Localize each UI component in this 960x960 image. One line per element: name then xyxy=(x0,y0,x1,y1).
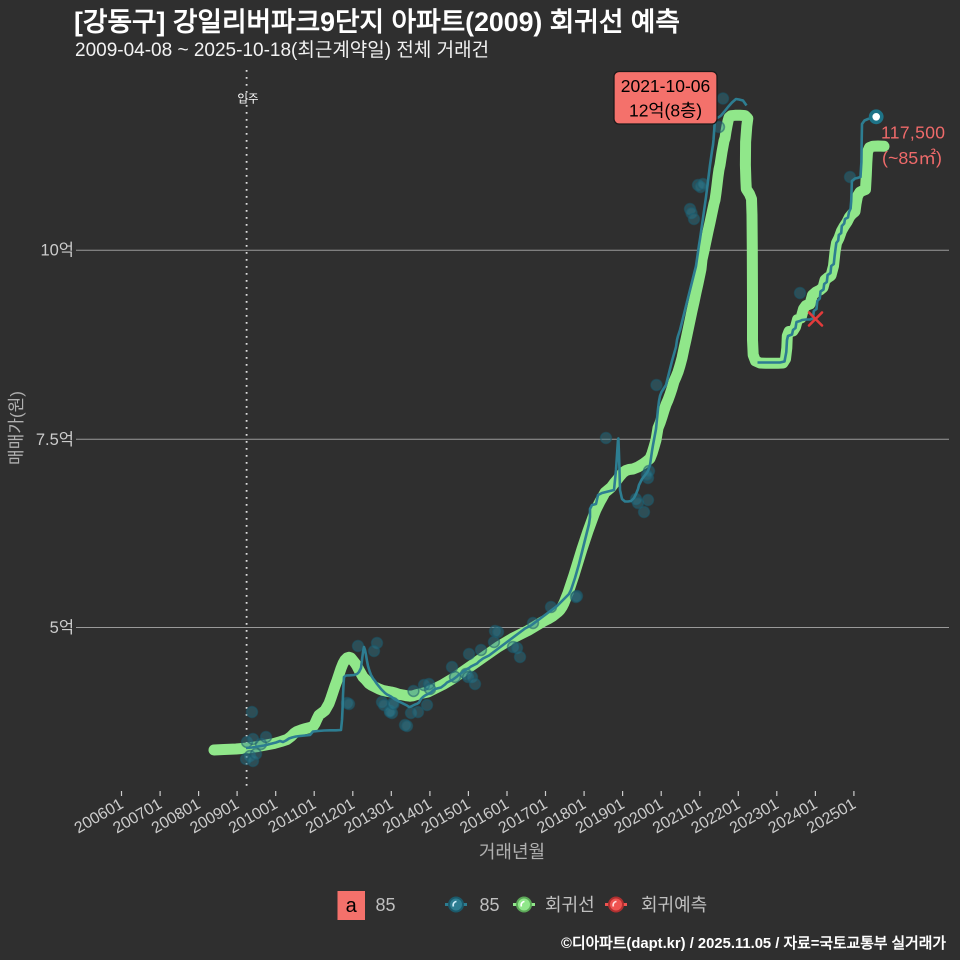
svg-text:85: 85 xyxy=(376,895,396,915)
svg-text:회귀예측: 회귀예측 xyxy=(641,895,707,915)
svg-text:10억: 10억 xyxy=(40,241,74,260)
svg-text:입주: 입주 xyxy=(237,93,258,106)
svg-text:85: 85 xyxy=(480,895,500,915)
svg-text:2009-04-08 ~ 2025-10-18(최근계약일): 2009-04-08 ~ 2025-10-18(최근계약일) 전체 거래건 xyxy=(75,39,489,61)
svg-text:(~85㎡): (~85㎡) xyxy=(882,148,942,168)
svg-text:거래년월: 거래년월 xyxy=(479,842,545,862)
svg-text:2021-10-06: 2021-10-06 xyxy=(621,76,711,96)
svg-text:7.5억: 7.5억 xyxy=(36,430,74,449)
svg-text:매매가(원): 매매가(원) xyxy=(7,391,26,465)
svg-text:5억: 5억 xyxy=(50,618,74,637)
svg-text:a: a xyxy=(346,895,358,917)
svg-text:회귀선: 회귀선 xyxy=(545,895,595,915)
svg-text:12억(8층): 12억(8층) xyxy=(629,101,702,121)
svg-text:©디아파트(dapt.kr) / 2025.11.05 /: ©디아파트(dapt.kr) / 2025.11.05 / 자료=국토교통부 실… xyxy=(561,935,946,952)
svg-text:[강동구] 강일리버파크9단지 아파트(2009) 회귀선: [강동구] 강일리버파크9단지 아파트(2009) 회귀선 예측 xyxy=(74,7,680,37)
svg-text:117,500: 117,500 xyxy=(881,123,945,143)
